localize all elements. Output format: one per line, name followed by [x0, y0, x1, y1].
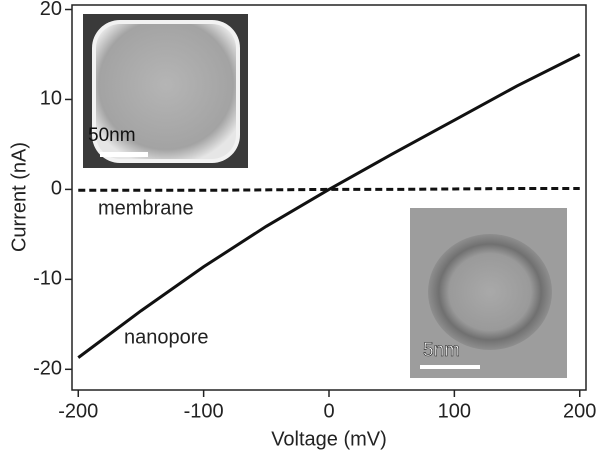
- y-tick-label: 20: [40, 0, 62, 20]
- y-tick-label: -20: [33, 358, 62, 380]
- x-tick-label: 100: [438, 400, 471, 422]
- x-tick-label: 200: [563, 400, 596, 422]
- x-tick-label: -200: [58, 400, 98, 422]
- x-axis-title: Voltage (mV): [271, 428, 387, 450]
- y-axis-title: Current (nA): [8, 142, 30, 252]
- scale-label: 50nm: [88, 125, 136, 146]
- x-tick-label: 0: [323, 400, 334, 422]
- series-label: membrane: [98, 197, 194, 219]
- series-line: [78, 187, 580, 192]
- series-label: nanopore: [124, 326, 209, 348]
- scale-label: 5nm: [423, 340, 460, 361]
- x-tick-label: -100: [184, 400, 224, 422]
- series-line: [77, 53, 581, 359]
- inset-tem: 5nm: [410, 208, 567, 378]
- y-tick-label: 10: [40, 88, 62, 110]
- y-tick-label: 0: [51, 178, 62, 200]
- inset-sem: 50nm: [83, 14, 248, 168]
- y-tick-label: -10: [33, 268, 62, 290]
